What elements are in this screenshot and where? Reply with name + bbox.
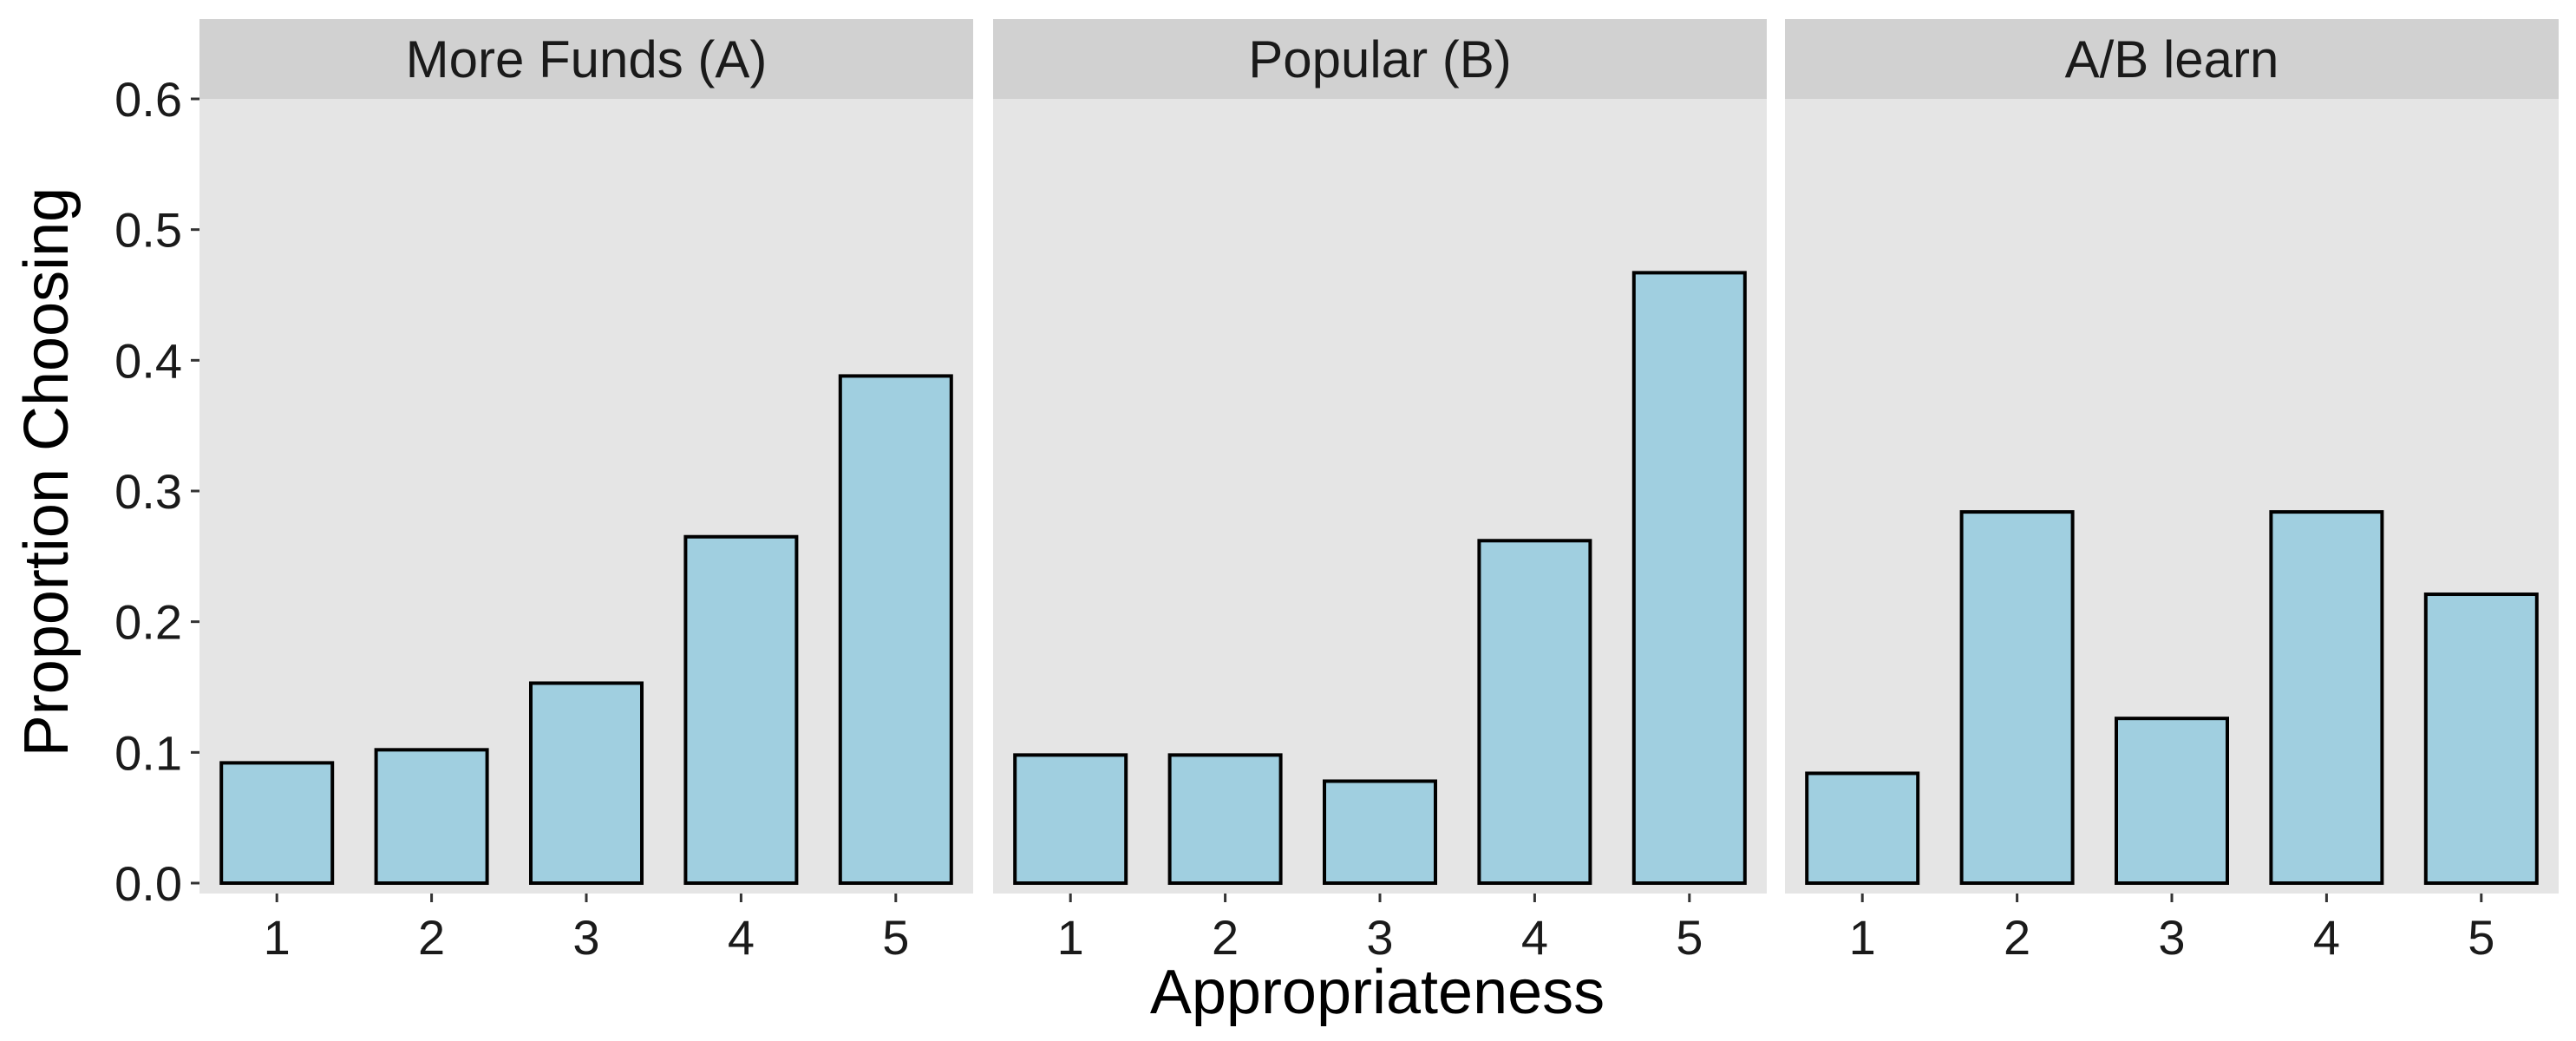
x-tick-label: 2 [1212, 910, 1239, 965]
bar [219, 761, 335, 885]
facet-title: A/B learn [2065, 30, 2279, 88]
y-axis: 0.0 0.1 0.2 0.3 0.4 0.5 0.6 [114, 72, 199, 911]
x-tick-label: 1 [264, 910, 291, 965]
facet-strip [1785, 19, 2559, 99]
bar [1631, 271, 1747, 885]
x-tick-label: 4 [2313, 910, 2340, 965]
bar [2423, 593, 2539, 885]
bar [1323, 779, 1437, 885]
x-tick-label: 4 [1521, 910, 1548, 965]
bar [1477, 539, 1592, 886]
bar [1959, 510, 2075, 886]
x-tick-label: 3 [1366, 910, 1393, 965]
bar [1805, 771, 1920, 885]
y-tick-label: 0.0 [114, 856, 182, 911]
bar [1167, 753, 1283, 886]
facet-title: More Funds (A) [406, 30, 768, 88]
bar [2269, 510, 2384, 886]
x-axis-title: Appropriateness [1150, 958, 1605, 1027]
y-axis-title: Proportion Choosing [12, 187, 82, 756]
y-tick-label: 0.2 [114, 595, 182, 650]
facet-panel: Popular (B) 1 2 3 4 5 [993, 19, 1767, 965]
bar [2115, 717, 2229, 885]
bar [529, 681, 644, 885]
facet-strip [199, 19, 973, 99]
x-tick-label: 4 [728, 910, 755, 965]
y-tick-label: 0.6 [114, 72, 182, 127]
x-tick-label: 5 [1676, 910, 1703, 965]
bar [1013, 753, 1128, 886]
bar [838, 374, 953, 885]
facet-strip [993, 19, 1767, 99]
facet-panel: A/B learn 1 2 3 4 5 [1785, 19, 2559, 965]
bar [683, 534, 799, 885]
x-tick-label: 5 [882, 910, 909, 965]
x-tick-label: 2 [2004, 910, 2030, 965]
y-tick-label: 0.1 [114, 725, 182, 780]
y-tick-label: 0.4 [114, 333, 182, 388]
x-tick-label: 5 [2468, 910, 2494, 965]
bar [374, 748, 489, 885]
y-tick-label: 0.5 [114, 203, 182, 258]
x-tick-label: 3 [572, 910, 599, 965]
facet-panel: More Funds (A) 1 2 3 4 5 [199, 19, 973, 965]
x-tick-label: 3 [2158, 910, 2185, 965]
facet-title: Popular (B) [1248, 30, 1511, 88]
x-tick-label: 1 [1849, 910, 1876, 965]
y-tick-label: 0.3 [114, 464, 182, 519]
x-tick-label: 1 [1057, 910, 1084, 965]
x-tick-label: 2 [418, 910, 445, 965]
